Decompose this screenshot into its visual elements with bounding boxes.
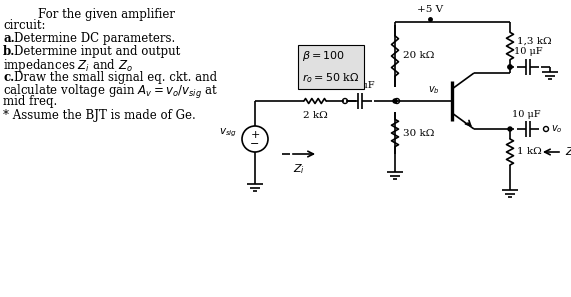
Circle shape (508, 65, 512, 69)
Text: circuit:: circuit: (3, 19, 46, 32)
Text: b.: b. (3, 45, 15, 58)
Text: Determine DC parameters.: Determine DC parameters. (14, 32, 175, 45)
Text: 20 kΩ: 20 kΩ (403, 51, 435, 61)
Text: +5 V: +5 V (417, 5, 443, 14)
Text: $Z_o$: $Z_o$ (565, 145, 571, 159)
Text: mid freq.: mid freq. (3, 95, 57, 108)
Text: $v_{sig}$: $v_{sig}$ (219, 127, 237, 139)
Circle shape (508, 65, 512, 69)
Text: 1 kΩ: 1 kΩ (517, 148, 542, 157)
Circle shape (393, 99, 397, 103)
Text: 30 kΩ: 30 kΩ (403, 129, 435, 138)
Text: * Assume the BJT is made of Ge.: * Assume the BJT is made of Ge. (3, 109, 196, 122)
Text: 1,3 kΩ: 1,3 kΩ (517, 37, 552, 45)
Text: +: + (250, 129, 260, 140)
Text: Draw the small signal eq. ckt. and: Draw the small signal eq. ckt. and (14, 71, 217, 84)
Text: Determine input and output: Determine input and output (14, 45, 180, 58)
Text: 10 μF: 10 μF (514, 47, 542, 56)
Text: impedances $Z_i$ and $Z_o$: impedances $Z_i$ and $Z_o$ (3, 57, 132, 74)
Text: $R_{sig}$: $R_{sig}$ (305, 77, 325, 91)
Text: $v_b$: $v_b$ (428, 84, 440, 96)
Text: 10 μF: 10 μF (345, 81, 375, 90)
Text: −: − (250, 138, 260, 148)
Text: For the given amplifier: For the given amplifier (38, 8, 175, 21)
Text: $\beta = 100$
$r_o = 50$ k$\Omega$: $\beta = 100$ $r_o = 50$ k$\Omega$ (302, 49, 360, 85)
Text: c.: c. (3, 71, 14, 84)
Text: $Z_i$: $Z_i$ (293, 162, 305, 176)
Text: a.: a. (3, 32, 15, 45)
Text: $v_o$: $v_o$ (551, 123, 562, 135)
Text: 2 kΩ: 2 kΩ (303, 111, 327, 120)
Text: calculate voltage gain $A_v$$=v_o/v_{sig}$ at: calculate voltage gain $A_v$$=v_o/v_{sig… (3, 83, 218, 101)
Text: 10 μF: 10 μF (512, 110, 540, 119)
Circle shape (508, 127, 512, 131)
